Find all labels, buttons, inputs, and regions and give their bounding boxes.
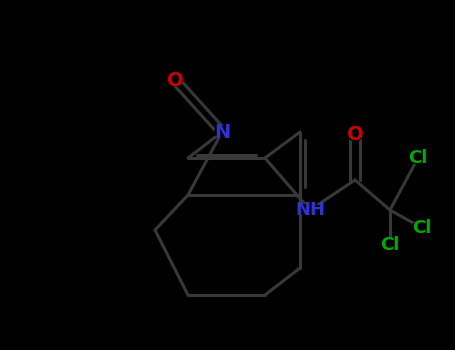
- Ellipse shape: [348, 130, 362, 141]
- Text: Cl: Cl: [412, 219, 432, 237]
- Ellipse shape: [378, 239, 402, 251]
- Text: Cl: Cl: [380, 236, 399, 254]
- Text: O: O: [347, 126, 363, 145]
- Text: Cl: Cl: [408, 149, 428, 167]
- Ellipse shape: [406, 152, 430, 163]
- Ellipse shape: [215, 126, 229, 138]
- Ellipse shape: [298, 204, 322, 216]
- Ellipse shape: [168, 75, 182, 86]
- Text: N: N: [214, 122, 230, 141]
- Ellipse shape: [410, 222, 434, 233]
- Text: NH: NH: [295, 201, 325, 219]
- Text: O: O: [167, 70, 183, 90]
